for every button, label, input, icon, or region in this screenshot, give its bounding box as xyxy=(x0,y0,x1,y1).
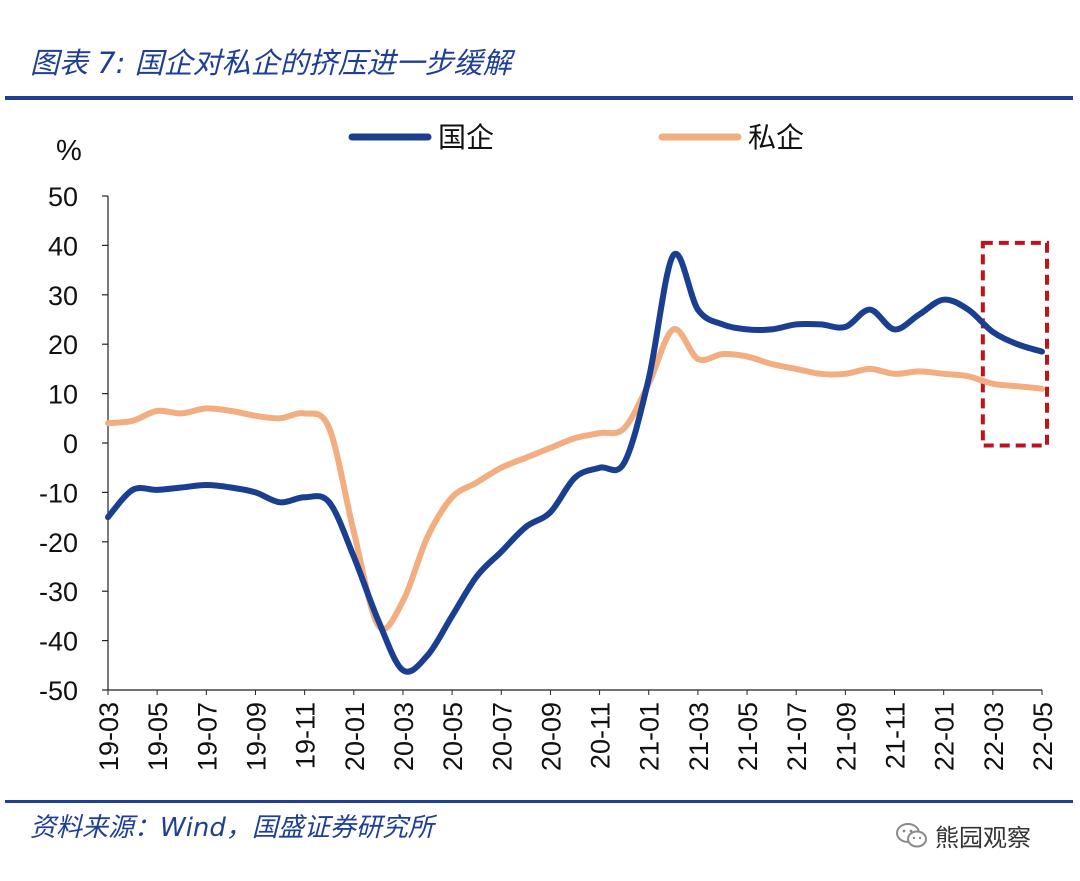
y-tick-label: 20 xyxy=(48,330,78,360)
source-note: 资料来源：Wind，国盛证券研究所 xyxy=(30,813,434,843)
brand-label: 熊园观察 xyxy=(935,824,1031,852)
x-tick-label: 19-07 xyxy=(192,702,222,771)
highlight-box xyxy=(980,240,1049,448)
series-layer xyxy=(105,250,1045,675)
y-tick-label: 30 xyxy=(48,281,78,311)
x-tick-label: 20-01 xyxy=(340,702,370,771)
bottom-rule xyxy=(5,800,1073,803)
y-axis-label: % xyxy=(56,135,82,167)
x-tick-label: 20-05 xyxy=(438,702,468,771)
x-tick-label: 20-03 xyxy=(389,702,419,771)
chart-legend: 国企 私企 xyxy=(348,121,804,154)
x-tick-label: 21-01 xyxy=(635,702,665,771)
chart-title: 图表 7: 国企对私企的挤压进一步缓解 xyxy=(30,46,512,80)
soe-series-line xyxy=(105,250,1045,675)
x-tick-label: 21-09 xyxy=(831,702,861,771)
y-tick-label: -40 xyxy=(39,627,78,657)
legend-item-private: 私企 xyxy=(658,121,804,154)
x-tick-label: 22-03 xyxy=(979,702,1009,771)
highlight-layer xyxy=(980,240,1049,448)
legend-item-soe: 国企 xyxy=(348,121,494,154)
tick-labels: 50 40 30 20 10 0 -10 -20 -30 -40 -50% 19-03 19-05 19-… xyxy=(39,135,1058,771)
x-tick-label: 21-07 xyxy=(782,702,812,771)
y-tick-label: 40 xyxy=(48,231,78,261)
top-rule xyxy=(5,96,1073,100)
y-tick-label: -30 xyxy=(39,577,78,607)
private-series-line xyxy=(105,326,1045,632)
x-tick-label: 21-05 xyxy=(733,702,763,771)
x-tick-label: 20-11 xyxy=(586,702,616,769)
chart-axes xyxy=(102,195,1043,695)
brand-watermark: 熊园观察 xyxy=(895,818,1031,853)
x-tick-label: 20-09 xyxy=(536,702,566,771)
x-tick-label: 19-11 xyxy=(291,702,321,769)
wechat-icon xyxy=(896,822,927,847)
y-tick-label: -20 xyxy=(39,528,78,558)
legend-label: 国企 xyxy=(438,121,494,154)
x-tick-label: 20-07 xyxy=(487,702,517,771)
x-tick-label: 22-05 xyxy=(1028,702,1058,771)
x-tick-label: 19-03 xyxy=(94,702,124,771)
y-tick-label: 50 xyxy=(48,182,78,212)
legend-label: 私企 xyxy=(748,121,804,154)
y-tick-label: -10 xyxy=(39,478,78,508)
x-tick-label: 21-03 xyxy=(684,702,714,771)
x-tick-label: 21-11 xyxy=(881,702,911,769)
y-tick-label: 10 xyxy=(48,380,78,410)
y-tick-label: -50 xyxy=(39,676,78,706)
x-tick-label: 22-01 xyxy=(930,702,960,771)
y-tick-label: 0 xyxy=(63,429,78,459)
x-tick-label: 19-09 xyxy=(241,702,271,771)
x-tick-label: 19-05 xyxy=(143,702,173,771)
